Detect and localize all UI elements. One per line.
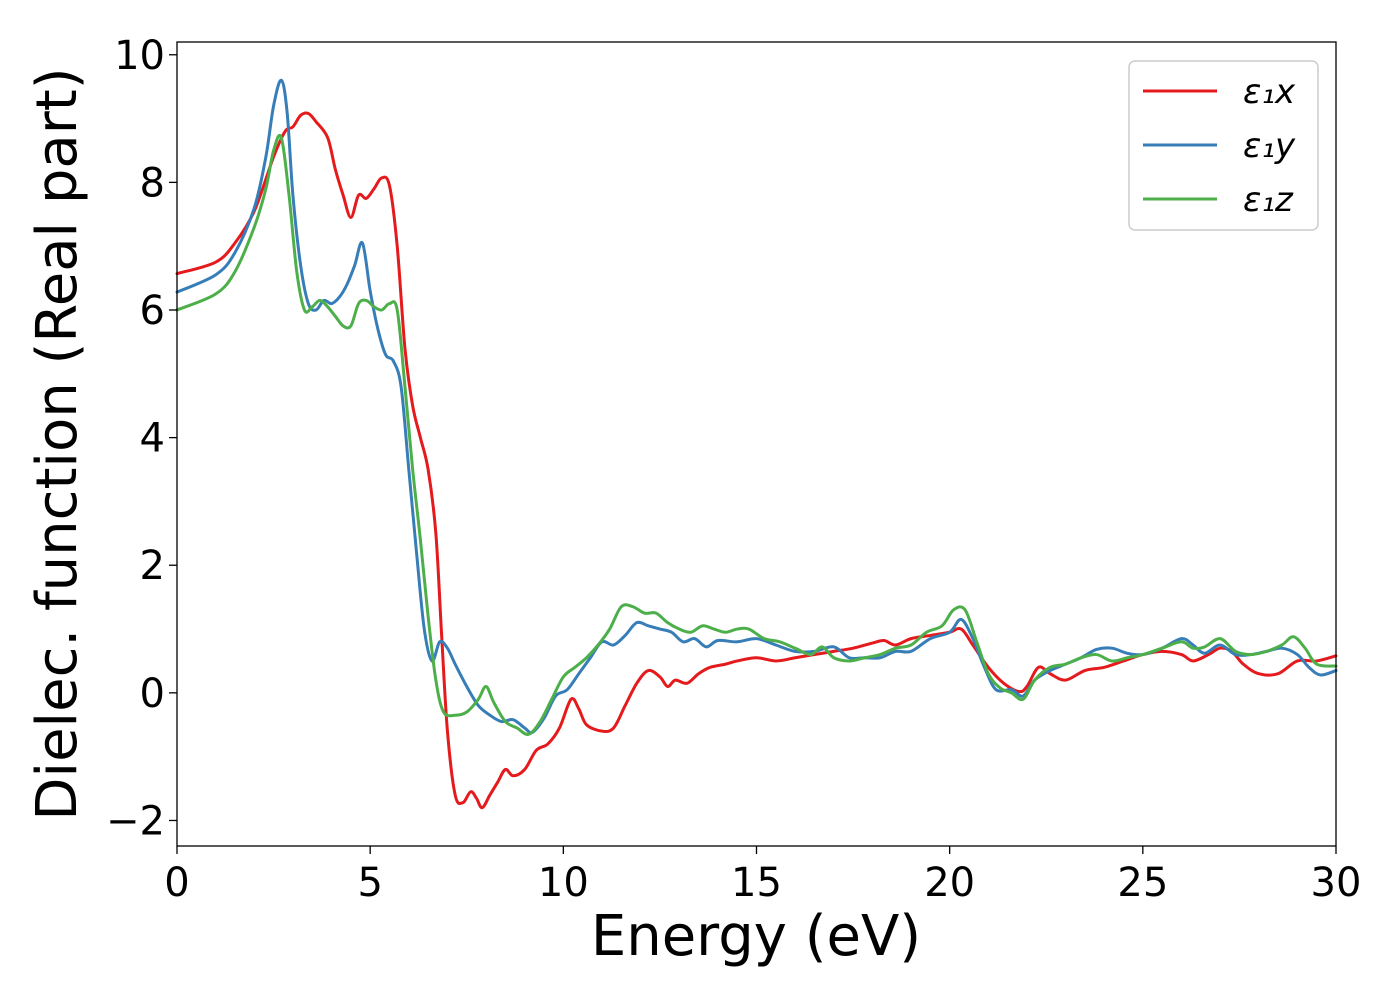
legend-items: ε₁x ε₁y ε₁z — [1143, 72, 1296, 220]
y-tick-label: 0 — [140, 671, 165, 717]
y-tick-label: 4 — [140, 416, 165, 462]
y-tick-label: 2 — [140, 543, 165, 589]
y-axis-ticks: −2 0 2 4 6 8 10 — [106, 33, 177, 844]
y-tick-label: 6 — [140, 288, 165, 334]
x-tick-label: 10 — [538, 860, 589, 906]
series-line-e1x — [175, 111, 1338, 810]
legend-label-e1x: ε₁x — [1243, 72, 1296, 112]
y-tick-label: −2 — [106, 798, 165, 844]
x-tick-label: 30 — [1311, 860, 1362, 906]
x-tick-label: 20 — [924, 860, 975, 906]
x-tick-label: 5 — [357, 860, 382, 906]
y-axis-label: Dielec. function (Real part) — [25, 67, 90, 820]
series-layer — [175, 78, 1338, 810]
y-tick-label: 8 — [140, 160, 165, 206]
x-axis-label: Energy (eV) — [591, 904, 921, 969]
y-tick-label: 10 — [114, 33, 165, 79]
series-line-e1y — [175, 78, 1338, 735]
legend-label-e1z: ε₁z — [1243, 180, 1294, 220]
x-tick-label: 0 — [164, 860, 189, 906]
series-line-e1z — [175, 133, 1338, 736]
legend: ε₁x ε₁y ε₁z — [1128, 60, 1319, 231]
x-tick-label: 15 — [731, 860, 782, 906]
legend-box — [1128, 60, 1319, 231]
x-tick-label: 25 — [1117, 860, 1168, 906]
legend-label-e1y: ε₁y — [1243, 126, 1296, 166]
x-axis-ticks: 0 5 10 15 20 25 30 — [164, 846, 1361, 906]
